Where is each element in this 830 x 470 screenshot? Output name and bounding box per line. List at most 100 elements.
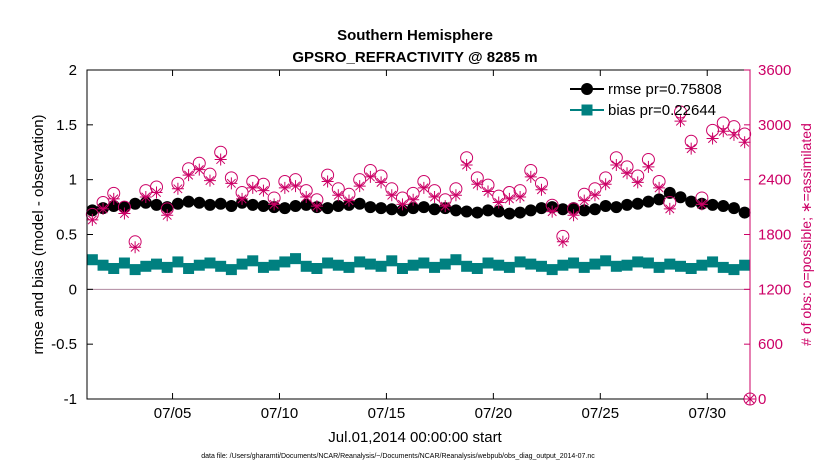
rmse-point (503, 207, 516, 220)
bias-point (546, 264, 558, 276)
assimilated-obs-point (631, 176, 644, 189)
rmse-point (332, 199, 345, 212)
assimilated-obs-point (203, 174, 216, 187)
rmse-point (107, 199, 120, 212)
chart-subtitle: GPSRO_REFRACTIVITY @ 8285 m (292, 49, 537, 66)
rmse-point (300, 198, 313, 211)
assimilated-obs-point (342, 194, 355, 207)
plot-frame (86, 69, 751, 400)
rmse-point (717, 199, 730, 212)
rmse-point (663, 186, 676, 199)
bias-point (386, 255, 398, 267)
assimilated-obs-point (653, 181, 666, 194)
y-tick-label: -0.5 (51, 336, 77, 353)
assimilated-obs-point (353, 180, 366, 193)
y2-tick-label: 0 (758, 391, 766, 408)
assimilated-obs-point (727, 128, 740, 141)
rmse-point (321, 202, 334, 215)
bias-point (161, 261, 173, 273)
rmse-point (631, 197, 644, 210)
assimilated-obs-point (236, 192, 249, 205)
legend-bias-marker (581, 104, 593, 116)
bias-point (578, 261, 590, 273)
assimilated-obs-point (310, 200, 323, 213)
y2-tick-label: 1200 (758, 281, 791, 298)
x-tick-label: 07/05 (154, 405, 192, 422)
y-tick-label: 1.5 (56, 117, 77, 134)
rmse-point (86, 204, 99, 217)
rmse-point (556, 203, 569, 216)
legend-rmse-label: rmse pr=0.75808 (608, 81, 722, 98)
assimilated-obs-point (663, 202, 676, 215)
rmse-point (150, 198, 163, 211)
bias-point (396, 262, 408, 274)
bias-point (600, 255, 612, 267)
bias-point (193, 259, 205, 271)
bias-point (696, 259, 708, 271)
bias-point (86, 254, 98, 266)
x-tick-label: 07/10 (261, 405, 299, 422)
bias-point (739, 259, 751, 271)
bias-point (279, 256, 291, 268)
assimilated-obs-point (385, 189, 398, 202)
bias-point (108, 262, 120, 274)
bias-point (621, 259, 633, 271)
bias-point (225, 264, 237, 276)
assimilated-obs-point (556, 235, 569, 248)
bias-point (332, 259, 344, 271)
bias-point (589, 258, 601, 270)
bias-point (685, 262, 697, 274)
legend-bias-label: bias pr=0.22644 (608, 102, 716, 119)
assimilated-obs-point (674, 115, 687, 128)
bias-point (268, 259, 280, 271)
bias-point (204, 257, 216, 269)
y2-axis-label: # of obs: o=possible; ∗=assimilated (798, 123, 814, 346)
assimilated-obs-point (129, 241, 142, 254)
assimilated-obs-point (278, 181, 291, 194)
assimilated-obs-point (332, 189, 345, 202)
x-tick-label: 07/30 (688, 405, 726, 422)
assimilated-obs-point (546, 205, 559, 218)
legend-rmse-marker (581, 83, 593, 95)
bias-point (717, 261, 729, 273)
rmse-point (685, 195, 698, 208)
assimilated-obs-point (268, 198, 281, 211)
assimilated-obs-point (514, 191, 527, 204)
y-tick-label: -1 (64, 391, 77, 408)
assimilated-obs-point (695, 198, 708, 211)
bias-point (674, 260, 686, 272)
bias-point (482, 257, 494, 269)
bias-point (493, 259, 505, 271)
y2-tick-label: 3000 (758, 117, 791, 134)
assimilated-obs-point (460, 159, 473, 172)
bias-point (568, 257, 580, 269)
rmse-point (449, 204, 462, 217)
y2-tick-label: 2400 (758, 172, 791, 189)
assimilated-obs-point (685, 142, 698, 155)
bias-point (97, 259, 109, 271)
bias-point (129, 264, 141, 276)
rmse-point (353, 197, 366, 210)
assimilated-obs-point (257, 184, 270, 197)
assimilated-obs-point (182, 169, 195, 182)
rmse-point (492, 205, 505, 218)
rmse-point (289, 199, 302, 212)
rmse-point (653, 193, 666, 206)
assimilated-obs-point (396, 198, 409, 211)
rmse-point (129, 197, 142, 210)
bias-point (364, 258, 376, 270)
y2-tick-label: 600 (758, 336, 783, 353)
rmse-point (428, 203, 441, 216)
bias-point (653, 261, 665, 273)
bias-point (439, 258, 451, 270)
bias-point (183, 262, 195, 274)
legend: rmse pr=0.75808 bias pr=0.22644 (570, 81, 722, 119)
bias-point (514, 256, 526, 268)
rmse-point (203, 198, 216, 211)
bias-point (172, 256, 184, 268)
assimilated-obs-point (86, 213, 99, 226)
assimilated-obs-point (738, 136, 751, 149)
bias-point (664, 258, 676, 270)
assimilated-obs-point (375, 176, 388, 189)
bias-point (429, 261, 441, 273)
